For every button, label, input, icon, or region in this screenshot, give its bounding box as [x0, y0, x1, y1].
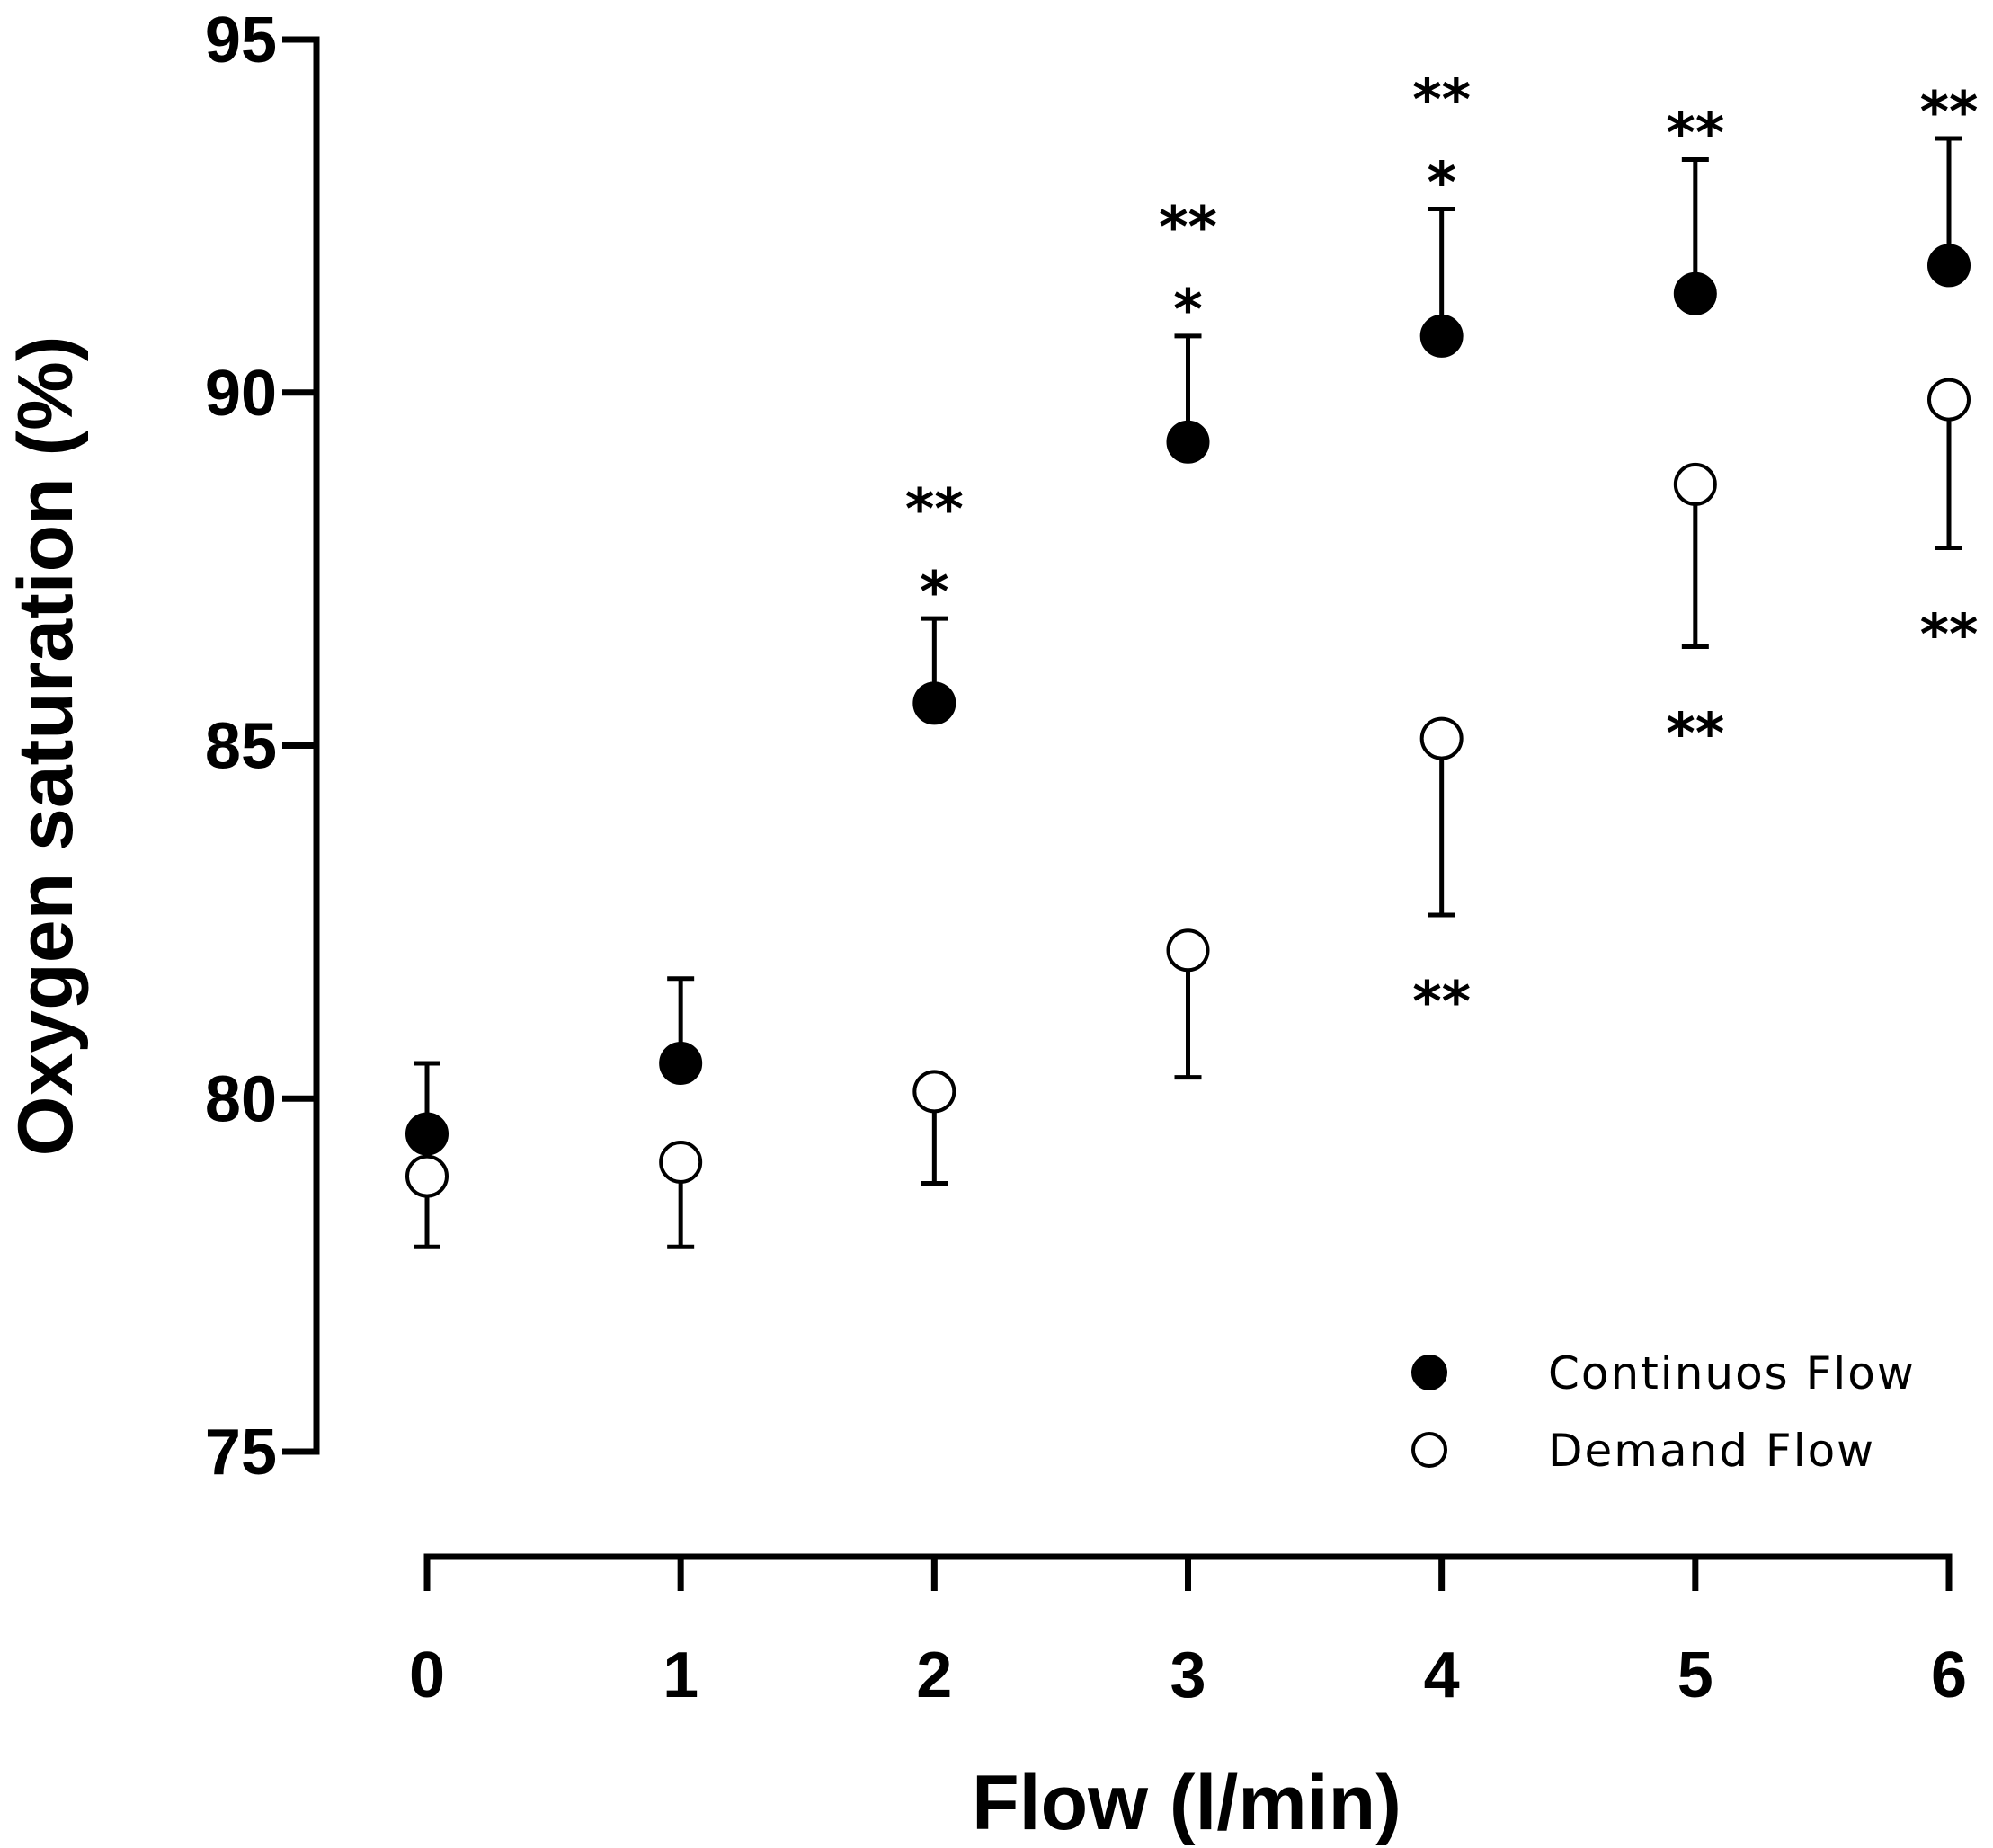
- y-tick-label: 75: [205, 1417, 277, 1488]
- significance-marker: *: [920, 559, 948, 625]
- x-tick-label: 1: [663, 1639, 698, 1711]
- point-demand-flow: [659, 1140, 703, 1184]
- legend-label-demand-flow: Demand Flow: [1548, 1425, 1875, 1477]
- significance-marker: **: [1159, 194, 1217, 260]
- x-axis: 0 1 2 3 4 5 6: [409, 1553, 1967, 1711]
- legend-marker-demand-flow: [1411, 1432, 1447, 1468]
- y-tick-label: 95: [205, 4, 277, 76]
- y-axis: 75 80 85 90 95: [205, 4, 320, 1488]
- x-tick-label: 0: [409, 1639, 445, 1711]
- point-continuous-flow: [1419, 314, 1464, 358]
- point-demand-flow: [1927, 378, 1971, 422]
- x-tick-label: 5: [1677, 1639, 1713, 1711]
- significance-marker: **: [1412, 969, 1471, 1035]
- point-continuous-flow: [1166, 420, 1210, 464]
- significance-marker: *: [1173, 277, 1202, 342]
- y-tick-label: 80: [205, 1063, 277, 1135]
- x-axis-title: Flow (l/min): [972, 1760, 1401, 1846]
- significance-annotations: *********** ********: [905, 67, 1979, 1035]
- point-continuous-flow: [1927, 244, 1971, 288]
- significance-marker: **: [1412, 67, 1471, 133]
- legend-label-continuous-flow: Continuos Flow: [1548, 1347, 1916, 1399]
- point-demand-flow: [405, 1154, 449, 1198]
- point-demand-flow: [1166, 928, 1210, 973]
- significance-marker: **: [1920, 602, 1979, 668]
- point-continuous-flow: [659, 1041, 703, 1085]
- point-demand-flow: [1419, 716, 1464, 760]
- x-tick-label: 3: [1170, 1639, 1206, 1711]
- point-continuous-flow: [1673, 271, 1717, 315]
- x-tick-label: 4: [1424, 1639, 1460, 1711]
- y-tick-label: 90: [205, 358, 277, 430]
- significance-marker: **: [1666, 101, 1724, 166]
- legend-marker-continuous-flow: [1411, 1355, 1447, 1390]
- x-tick-label: 2: [916, 1639, 952, 1711]
- point-continuous-flow: [912, 681, 956, 725]
- point-demand-flow: [1673, 462, 1717, 506]
- point-continuous-flow: [405, 1112, 449, 1156]
- significance-marker: **: [1920, 79, 1979, 145]
- significance-marker: *: [1427, 150, 1455, 216]
- y-axis-title: Oxygen saturation (%): [3, 336, 89, 1157]
- data-points: [405, 244, 1971, 1198]
- significance-marker: **: [905, 476, 964, 542]
- legend: Continuos Flow Demand Flow: [1411, 1347, 1916, 1477]
- x-tick-label: 6: [1931, 1639, 1967, 1711]
- point-demand-flow: [912, 1070, 956, 1114]
- y-tick-label: 85: [205, 711, 277, 783]
- significance-marker: **: [1666, 701, 1724, 767]
